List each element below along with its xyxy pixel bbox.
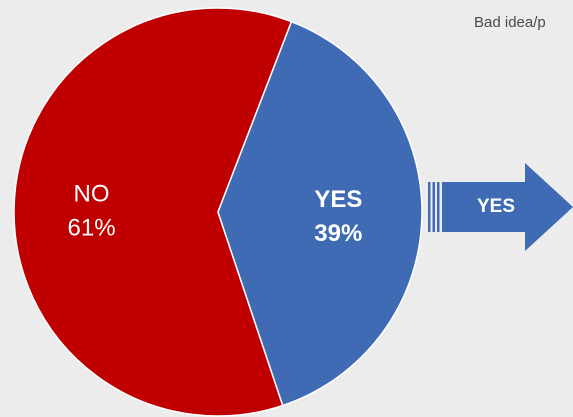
- yes-arrow: YES: [428, 163, 573, 251]
- arrow-stripe: [437, 182, 440, 232]
- slice-value-no: 61%: [68, 214, 116, 241]
- slice-label-yes: YES: [314, 186, 362, 213]
- arrow-stripe: [432, 182, 435, 232]
- arrow-label: YES: [477, 196, 515, 217]
- pie-slice-no: [13, 7, 293, 417]
- chart-caption: Bad idea/p: [474, 14, 546, 31]
- arrow-body: [442, 163, 573, 251]
- pie-slice-yes: [217, 20, 423, 407]
- slice-value-yes: 39%: [314, 220, 362, 247]
- slice-label-no: NO: [74, 180, 110, 207]
- arrow-stripe: [428, 182, 431, 232]
- pie-slices: NO 61% YES 39%: [13, 7, 423, 417]
